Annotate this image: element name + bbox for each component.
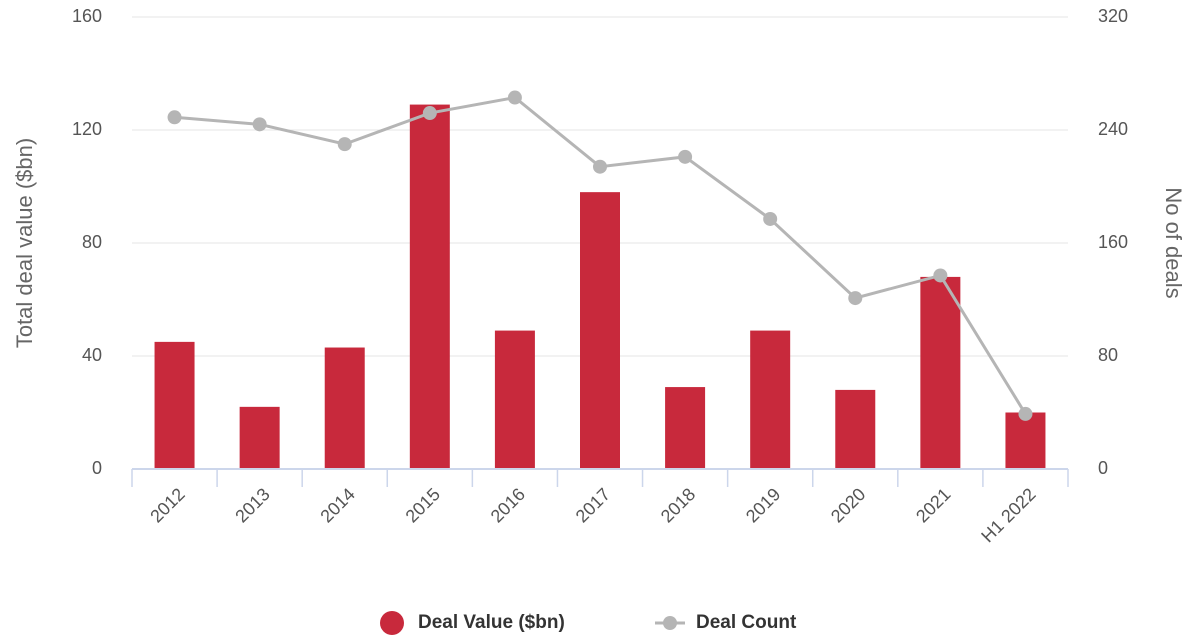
bar (920, 276, 961, 469)
point (848, 291, 863, 306)
x-tick-label: 2021 (912, 484, 954, 526)
point (933, 268, 948, 283)
bar (580, 192, 620, 469)
x-tick-label: 2012 (146, 484, 188, 526)
x-tick-label: 2014 (316, 484, 358, 526)
x-tick-label: 2015 (402, 484, 444, 526)
legend-label: Deal Value ($bn) (418, 612, 565, 633)
y-tick-label: 120 (72, 119, 102, 139)
y2-tick-label: 80 (1098, 345, 1118, 365)
bar (324, 347, 365, 469)
bar (494, 330, 535, 469)
x-tick-label: 2020 (827, 484, 869, 526)
point (337, 137, 352, 152)
x-tick-label: 2016 (487, 484, 529, 526)
bar (1005, 412, 1046, 469)
bar (409, 104, 450, 469)
y2-tick-label: 240 (1098, 119, 1128, 139)
point (678, 149, 693, 164)
y-tick-label: 80 (82, 232, 102, 252)
legend-marker (380, 611, 404, 635)
x-tick-label: 2018 (657, 484, 699, 526)
point (1018, 406, 1033, 421)
point (763, 211, 778, 226)
x-tick-label: 2017 (572, 484, 614, 526)
bar (239, 406, 280, 469)
y-tick-label: 160 (72, 6, 102, 26)
point (252, 117, 267, 132)
bar (750, 330, 791, 469)
point (593, 159, 607, 174)
x-tick-label: 2019 (742, 484, 784, 526)
bar (154, 341, 195, 469)
bar (665, 387, 706, 469)
legend-marker (663, 616, 677, 630)
bar (835, 389, 876, 469)
y-tick-label: 40 (82, 345, 102, 365)
y2-axis-title: No of deals (1161, 187, 1186, 298)
y2-tick-label: 0 (1098, 458, 1108, 478)
point (507, 90, 522, 105)
x-tick-label: H1 2022 (977, 484, 1039, 546)
point (167, 110, 182, 125)
legend-label: Deal Count (696, 612, 797, 633)
point (422, 106, 437, 121)
y-tick-label: 0 (92, 458, 102, 478)
x-tick-label: 2013 (231, 484, 273, 526)
y2-tick-label: 320 (1098, 6, 1128, 26)
y2-tick-label: 160 (1098, 232, 1128, 252)
y-axis-title: Total deal value ($bn) (12, 138, 37, 348)
